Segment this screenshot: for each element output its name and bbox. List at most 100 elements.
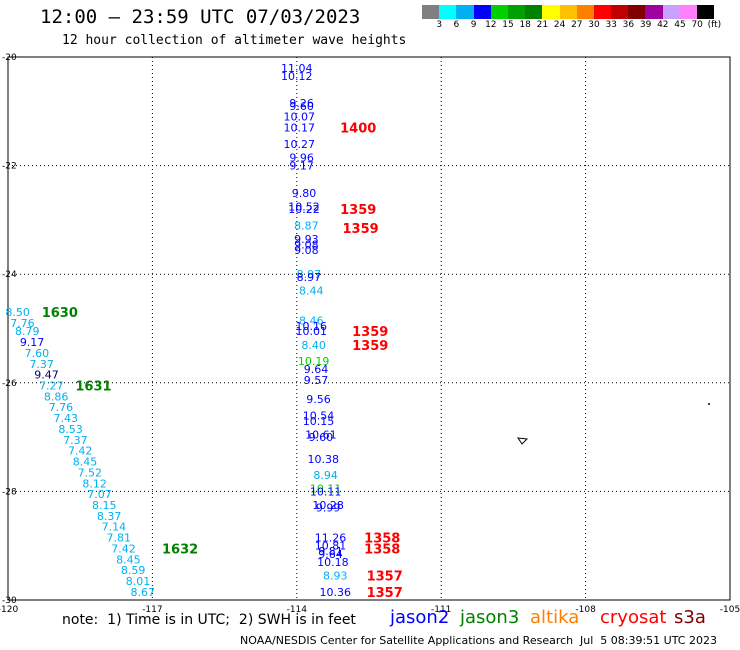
wave-height-label: 10.27 xyxy=(283,138,315,151)
wave-height-label: 9.99 xyxy=(316,502,341,515)
pass-time-label: 1631 xyxy=(75,380,111,395)
wave-height-label: 10.01 xyxy=(295,325,327,338)
legend-label: 45 xyxy=(674,20,686,30)
wave-height-label: 10.17 xyxy=(283,122,315,135)
wave-height-label: 8.87 xyxy=(294,219,319,232)
legend-swatch xyxy=(456,5,474,19)
wave-height-label: 9.56 xyxy=(306,393,331,406)
pass-time-label: 1358 xyxy=(364,532,400,547)
wave-height-label: 9.08 xyxy=(294,238,319,251)
wave-height-label: 8.46 xyxy=(299,314,324,327)
wave-height-label: 8.97 xyxy=(297,268,322,281)
legend-label: 30 xyxy=(588,20,600,30)
wave-height-label: 7.43 xyxy=(54,412,79,425)
legend-label: 12 xyxy=(485,20,497,30)
legend-label: 42 xyxy=(657,20,669,30)
wave-height-label: 10.15 xyxy=(303,415,335,428)
legend-swatch xyxy=(525,5,543,19)
wave-height-label: 7.52 xyxy=(78,466,103,479)
chart-title: 12:00 – 23:59 UTC 07/03/2023 xyxy=(40,6,361,28)
pass-time-label: 1357 xyxy=(367,570,403,585)
satellite-s3a-label: s3a xyxy=(674,607,706,628)
satellite-jason2-label: jason2 xyxy=(390,607,450,628)
wave-height-label: 10.07 xyxy=(283,111,315,124)
wave-height-label: 9.81 xyxy=(318,545,343,558)
legend-swatch xyxy=(473,5,491,19)
wave-height-label: 7.81 xyxy=(106,532,131,545)
legend-swatch xyxy=(507,5,526,19)
legend-label: 24 xyxy=(553,20,566,30)
legend-swatch xyxy=(593,5,612,19)
wave-height-label: 8.50 xyxy=(5,306,30,319)
wave-height-label: 10.12 xyxy=(281,70,313,83)
pass-time-label: 1400 xyxy=(340,122,376,137)
wave-height-label: 10.19 xyxy=(298,355,330,368)
legend-swatch xyxy=(422,5,440,19)
wave-height-label: 9.60 xyxy=(289,100,314,113)
pass-time-label: 1359 xyxy=(343,222,379,237)
wave-height-label: 7.14 xyxy=(102,521,127,534)
legend-swatch xyxy=(559,5,577,19)
satellite-altika-label: altika xyxy=(530,607,580,628)
wave-height-label: 9.64 xyxy=(318,548,343,561)
legend-label: 39 xyxy=(639,20,652,30)
wave-height-label: 9.17 xyxy=(20,336,45,349)
legend-swatch xyxy=(697,5,715,19)
wave-height-label: 9.60 xyxy=(309,431,334,444)
wave-height-label: 8.53 xyxy=(58,423,83,436)
generated-date: Jul 5 08:39:51 UTC 2023 xyxy=(580,634,717,647)
wave-height-label: 7.42 xyxy=(68,445,93,458)
island-dot xyxy=(708,403,710,405)
legend-label: 70 xyxy=(691,20,703,30)
legend-label: 3 xyxy=(436,20,443,30)
wave-height-label: 8.93 xyxy=(323,570,348,583)
wave-height-label: 10.61 xyxy=(305,428,337,441)
pass-time-label: 1632 xyxy=(162,542,198,557)
wave-height-label: 7.76 xyxy=(49,401,74,414)
legend-label: 27 xyxy=(571,20,583,30)
legend-swatch xyxy=(679,5,697,19)
legend-label: 18 xyxy=(519,20,531,30)
pass-time-label: 1359 xyxy=(352,325,388,340)
wave-height-label: 8.67 xyxy=(131,586,156,599)
wave-height-label: 9.17 xyxy=(289,160,314,173)
wave-height-label: 10.18 xyxy=(317,556,349,569)
wave-height-label: 7.60 xyxy=(25,347,50,360)
wave-height-label: 10.16 xyxy=(295,320,327,333)
legend-swatch xyxy=(645,5,663,19)
wave-height-label: 8.40 xyxy=(301,339,326,352)
wave-height-label: 10.38 xyxy=(308,453,340,466)
wave-height-label: 10.52 xyxy=(288,200,320,213)
wave-height-label: 8.44 xyxy=(299,284,324,297)
x-tick-label: -105 xyxy=(720,605,740,615)
y-tick-label: -30 xyxy=(2,596,17,606)
x-tick-label: -120 xyxy=(0,605,18,615)
wave-height-label: 8.94 xyxy=(313,469,338,482)
legend-label: 6 xyxy=(453,20,460,30)
wave-height-label: 11.04 xyxy=(281,62,313,75)
wave-height-label: 8.97 xyxy=(297,271,322,284)
color-scale-legend xyxy=(422,5,715,19)
wave-height-label: 7.07 xyxy=(87,488,112,501)
wave-height-label: 10.22 xyxy=(288,203,320,216)
legend-swatch xyxy=(542,5,560,19)
pass-time-label: 1357 xyxy=(367,586,403,601)
legend-label: (ft) xyxy=(707,20,722,30)
wave-height-label: 8.59 xyxy=(121,564,146,577)
legend-swatch xyxy=(576,5,594,19)
credit-line: NOAA/NESDIS Center for Satellite Applica… xyxy=(240,634,574,647)
wave-height-label: 10.36 xyxy=(320,586,352,599)
legend-label: 9 xyxy=(470,20,477,30)
pass-time-label: 1630 xyxy=(42,306,78,321)
wave-height-label: 7.37 xyxy=(63,434,88,447)
y-tick-label: -22 xyxy=(2,162,17,172)
wave-height-label: 9.80 xyxy=(292,187,317,200)
wave-height-label: 10.28 xyxy=(312,499,344,512)
legend-swatch xyxy=(490,5,508,19)
wave-height-label: 7.27 xyxy=(39,380,64,393)
y-tick-label: -20 xyxy=(2,53,17,63)
wave-height-label: 7.42 xyxy=(111,542,136,555)
x-tick-label: -117 xyxy=(142,605,162,615)
wave-height-label: 9.93 xyxy=(294,233,319,246)
